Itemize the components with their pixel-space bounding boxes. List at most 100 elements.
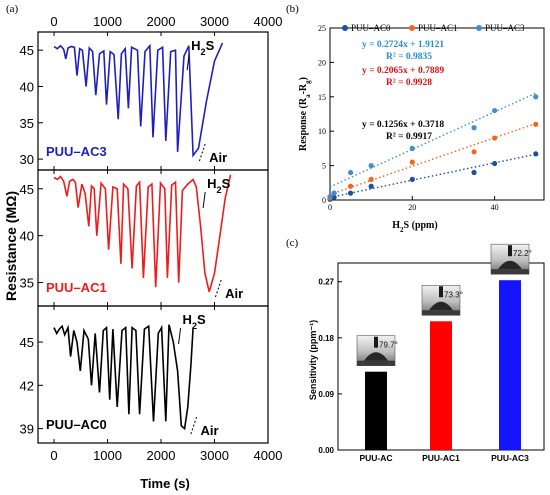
fit-line — [329, 122, 536, 196]
data-point — [368, 183, 374, 189]
x-axis-label: H2S (ppm) — [392, 220, 437, 234]
category-label: PUU-AC3 — [491, 453, 529, 463]
data-point — [492, 135, 498, 141]
y-tick-label: 35 — [20, 116, 34, 131]
x-tick-label-top: 4000 — [254, 14, 283, 29]
y-tick-label: 45 — [20, 43, 34, 58]
air-annotation: Air — [201, 423, 219, 438]
legend-label: PUU–AC1 — [418, 23, 458, 33]
y-axis-label: Response (Ra-Rg) — [298, 77, 312, 151]
contact-angle-label: 79.7° — [379, 341, 398, 350]
y-tick-label: 39 — [20, 422, 34, 437]
contact-angle-label: 72.2° — [513, 249, 532, 258]
y-tick-label: 20 — [318, 58, 326, 67]
data-point — [368, 176, 374, 182]
y-tick-label: 0.27 — [318, 278, 334, 287]
data-point — [409, 176, 415, 182]
x-tick-label-top: 1000 — [93, 14, 122, 29]
resistance-axis-label: Resistance (MΩ) — [3, 191, 19, 301]
subplot-frame — [37, 305, 269, 444]
legend-marker — [476, 25, 482, 31]
bar-puu-ac1 — [430, 321, 452, 450]
air-arrow — [214, 279, 222, 299]
x-tick-label: 0 — [328, 203, 332, 212]
h2s-arrow — [186, 53, 190, 71]
x-tick-label: 0 — [50, 448, 57, 463]
air-annotation: Air — [225, 286, 243, 301]
y-tick-label: 5 — [322, 162, 326, 171]
h2s-arrow — [178, 327, 182, 345]
x-tick-label: 40 — [491, 203, 499, 212]
fit-equation: y = 0.1256x + 0.3718 — [362, 120, 444, 130]
x-tick-label: 1000 — [93, 448, 122, 463]
y-tick-label: 35 — [20, 276, 34, 291]
data-point — [533, 151, 539, 157]
data-point — [409, 145, 415, 151]
legend-marker — [409, 25, 415, 31]
droplet-shape — [364, 352, 388, 361]
fit-r2: R² = 0.9917 — [386, 132, 432, 142]
h2s-annotation: H2S — [207, 176, 230, 195]
y-tick-label: 0.00 — [318, 446, 334, 455]
x-tick-label: 3000 — [200, 448, 229, 463]
substrate-shape — [357, 360, 395, 366]
legend-marker — [342, 25, 348, 31]
legend-label: PUU–AC0 — [351, 23, 391, 33]
data-point — [533, 121, 539, 127]
resistance-trace-puu–ac1 — [53, 174, 232, 293]
h2s-arrow — [202, 191, 206, 209]
fit-line — [329, 153, 536, 199]
category-label: PUU-AC1 — [422, 453, 460, 463]
h2s-annotation: H2S — [191, 38, 214, 57]
data-point — [471, 169, 477, 176]
y-tick-label: 0.18 — [318, 334, 334, 343]
y-tick-label: 40 — [20, 79, 34, 94]
y-tick-label: 25 — [318, 24, 326, 33]
y-tick-label: 15 — [318, 93, 326, 102]
fit-equation: y = 0.2724x + 1.9121 — [362, 40, 444, 50]
needle-shape — [374, 336, 378, 348]
y-tick-label: 42 — [20, 378, 34, 393]
droplet-shape — [429, 301, 453, 311]
x-tick-label-top: 2000 — [147, 14, 176, 29]
data-point — [471, 125, 477, 131]
panel-label-b: (b) — [286, 3, 299, 15]
data-point — [331, 190, 337, 196]
resistance-trace-puu–ac3 — [53, 42, 224, 158]
air-annotation: Air — [209, 150, 227, 165]
fit-line — [329, 92, 537, 188]
bar-puu-ac — [365, 371, 387, 450]
panel-label-a: (a) — [6, 3, 19, 15]
data-point — [327, 193, 333, 200]
y-axis-label: Sensitivity (ppm⁻¹) — [308, 320, 318, 400]
y-tick-label: 40 — [20, 229, 34, 244]
x-tick-label: 2000 — [147, 448, 176, 463]
data-point — [347, 169, 354, 176]
data-point — [492, 160, 498, 167]
legend-label: PUU–AC3 — [485, 23, 525, 33]
substrate-shape — [422, 310, 460, 316]
resistance-trace-puu–ac0 — [53, 324, 194, 431]
y-tick-label: 30 — [20, 152, 34, 167]
substrate-shape — [491, 269, 529, 275]
droplet-shape — [498, 260, 522, 270]
data-point — [347, 183, 354, 189]
h2s-annotation: H2S — [183, 312, 206, 331]
x-tick-label-top: 3000 — [200, 14, 229, 29]
data-point — [533, 94, 539, 100]
needle-shape — [439, 286, 443, 298]
data-point — [471, 149, 477, 155]
trace-label: PUU–AC3 — [46, 144, 107, 159]
x-tick-label: 20 — [408, 203, 416, 212]
y-tick-label: 0 — [322, 196, 326, 205]
trace-label: PUU–AC0 — [46, 417, 107, 432]
panel-label-c: (c) — [286, 237, 299, 249]
y-tick-label: 45 — [20, 335, 34, 350]
fit-equation: y = 0.2065x + 0.7889 — [362, 66, 444, 76]
sensitivity-chart: 0.00 0.09 0.18 0.27 Sensitivity (ppm⁻¹) PUU-A… — [308, 243, 545, 463]
trace-label: PUU–AC1 — [46, 280, 107, 295]
fit-r2: R² = 0.9835 — [386, 52, 432, 62]
y-tick-label: 10 — [318, 127, 326, 136]
needle-shape — [508, 245, 512, 257]
